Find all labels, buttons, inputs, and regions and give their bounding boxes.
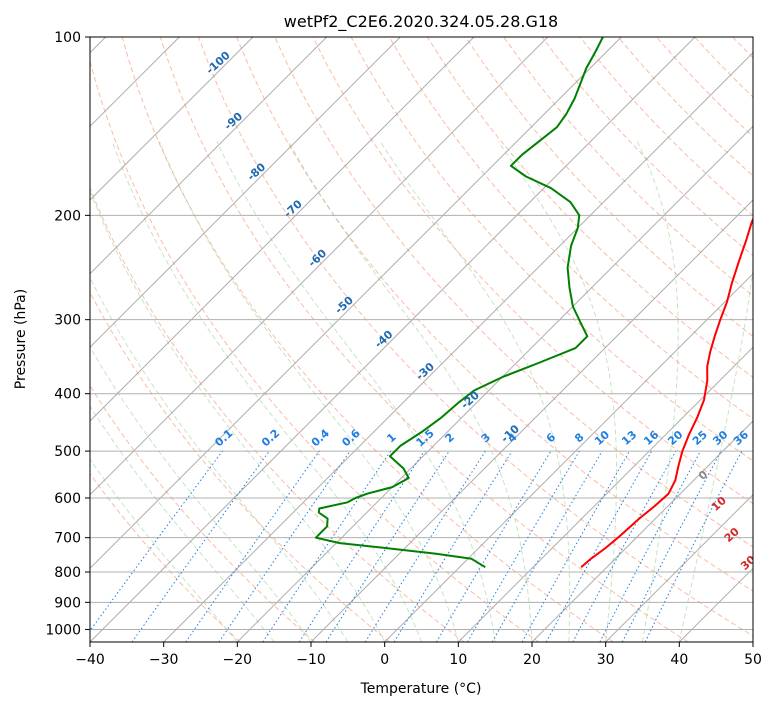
mixing-ratio-line	[185, 450, 320, 642]
dry-adiabat	[350, 37, 753, 462]
mixing-ratio-line	[298, 450, 425, 642]
y-tick-label: 500	[54, 444, 81, 460]
mixing-ratio-line	[218, 450, 351, 642]
x-tick-label: −40	[75, 652, 105, 668]
x-tick-label: 30	[597, 652, 615, 668]
x-tick-label: 10	[449, 652, 467, 668]
isotherm	[605, 493, 753, 642]
sounding-line-0	[580, 217, 753, 568]
x-tick-label: −30	[149, 652, 179, 668]
x-axis: −40 −30 −20 −10 0 10 20 30 40 50	[75, 642, 762, 668]
x-tick-label: 20	[523, 652, 541, 668]
dry-adiabat	[236, 37, 753, 592]
dry-adiabat	[90, 384, 316, 642]
dry-adiabat	[90, 59, 540, 642]
y-tick-label: 800	[54, 565, 81, 581]
mixing-ratio-line	[90, 450, 223, 632]
y-tick-label: 100	[54, 30, 81, 46]
isotherm	[163, 51, 753, 642]
dry-adiabat	[426, 37, 753, 378]
mixing-ratio-line	[262, 450, 392, 642]
plot-frame	[89, 36, 754, 643]
dry-adiabat	[121, 37, 614, 642]
x-axis-label: Temperature (°C)	[360, 681, 482, 697]
dry-adiabat	[198, 37, 753, 637]
y-tick-label: 1000	[45, 622, 81, 638]
mixing-ratio-line	[131, 450, 270, 642]
isotherm	[90, 37, 328, 275]
isotherm	[457, 346, 753, 642]
y-tick-label: 900	[54, 595, 81, 611]
mixing-ratio-line	[545, 450, 653, 642]
mixing-ratio-line	[572, 450, 677, 642]
y-tick-label: 300	[54, 313, 81, 329]
x-tick-label: −20	[223, 652, 253, 668]
isotherm	[90, 37, 696, 642]
isotherm	[310, 199, 753, 642]
sounding-line-1	[314, 37, 604, 569]
y-tick-label: 700	[54, 531, 81, 547]
isotherm	[90, 37, 254, 201]
background-reference-lines	[90, 37, 753, 642]
mixing-ratio-line	[644, 450, 743, 642]
y-axis: 100 200 300 400 500 600 700 800 900 1000	[45, 30, 90, 638]
x-tick-label: 50	[744, 652, 762, 668]
dry-adiabat	[159, 37, 689, 642]
y-axis-label: Pressure (hPa)	[13, 289, 29, 389]
isotherm	[90, 37, 549, 496]
y-tick-label: 400	[54, 387, 81, 403]
x-tick-label: −10	[296, 652, 326, 668]
dry-adiabat	[90, 472, 241, 642]
dry-adiabat	[90, 186, 465, 642]
sounding-profiles	[314, 37, 753, 569]
isotherm	[90, 37, 622, 570]
chart-title: wetPf2_C2E6.2020.324.05.28.G18	[284, 12, 558, 32]
dry-adiabat	[503, 37, 753, 297]
isotherm	[531, 420, 753, 642]
y-tick-label: 600	[54, 491, 81, 507]
dry-adiabat	[90, 291, 390, 642]
mixing-ratio-line	[521, 450, 630, 642]
mixing-ratio-line	[393, 450, 513, 642]
y-tick-label: 200	[54, 208, 81, 224]
mixing-ratio-line	[325, 450, 450, 642]
isotherm	[90, 37, 401, 349]
x-tick-label: 0	[380, 652, 389, 668]
isotherm	[90, 37, 475, 422]
x-tick-label: 40	[670, 652, 688, 668]
plot-area: -100-90-80-70-60-50-40-30-20-100.1 0.2 0.4…	[90, 37, 753, 642]
isotherm	[384, 272, 753, 642]
isotherm	[236, 125, 753, 642]
